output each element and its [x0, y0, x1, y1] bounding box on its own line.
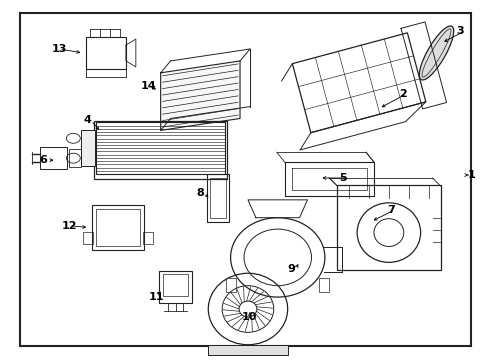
Text: 1: 1 — [467, 170, 474, 180]
Polygon shape — [161, 61, 240, 130]
Text: 9: 9 — [287, 264, 295, 274]
Text: 4: 4 — [83, 116, 91, 126]
Text: 7: 7 — [386, 205, 394, 215]
Text: 11: 11 — [148, 292, 164, 302]
Text: 12: 12 — [61, 221, 77, 231]
Text: 8: 8 — [196, 188, 203, 198]
Bar — [81, 130, 95, 166]
Text: 3: 3 — [455, 26, 463, 36]
Bar — [208, 345, 287, 355]
Text: 14: 14 — [141, 81, 156, 91]
Text: 6: 6 — [40, 155, 47, 165]
Text: 10: 10 — [242, 312, 257, 322]
Ellipse shape — [418, 26, 453, 80]
Text: 2: 2 — [398, 89, 406, 99]
Text: 13: 13 — [51, 44, 67, 54]
Text: 5: 5 — [339, 173, 346, 183]
